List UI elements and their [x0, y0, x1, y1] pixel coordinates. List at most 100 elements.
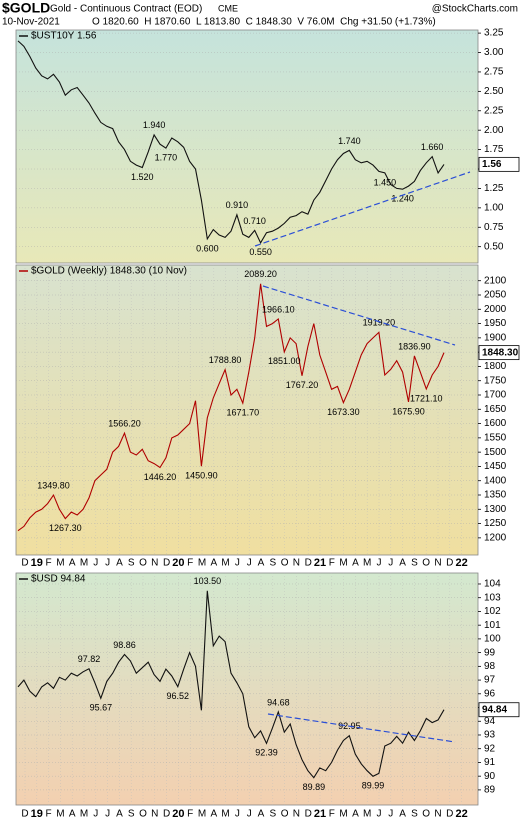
y-tick-label: 89: [484, 785, 496, 796]
exchange: CME: [218, 3, 238, 13]
x-tick-label: J: [388, 809, 393, 820]
last-value: 1.56: [482, 159, 502, 170]
x-tick-label: S: [269, 809, 276, 820]
annotation: 1.740: [338, 136, 361, 146]
annotation: 1.240: [391, 194, 414, 204]
panel-title: $UST10Y 1.56: [31, 31, 97, 42]
x-tick-label: N: [434, 558, 441, 569]
annotation: 89.99: [362, 781, 385, 791]
x-tick-label: S: [128, 809, 135, 820]
annotation: 1675.90: [392, 406, 425, 416]
x-tick-label: A: [210, 558, 217, 569]
price-line: [17, 283, 445, 532]
annotation: 94.68: [267, 697, 290, 707]
annotation: 2089.20: [244, 269, 277, 279]
x-tick-label: S: [411, 558, 418, 569]
x-tick-label: A: [352, 809, 359, 820]
x-tick-label: N: [151, 558, 158, 569]
y-tick-label: 1450: [484, 461, 507, 472]
x-tick-label: O: [422, 809, 430, 820]
x-tick-label: A: [69, 809, 76, 820]
annotation: 89.89: [303, 782, 326, 792]
y-tick-label: 100: [484, 634, 501, 645]
x-tick-label: A: [210, 809, 217, 820]
y-tick-label: 90: [484, 771, 496, 782]
x-tick-label: A: [352, 558, 359, 569]
y-tick-label: 93: [484, 730, 496, 741]
y-tick-label: 97: [484, 675, 496, 686]
x-tick-label: J: [247, 558, 252, 569]
y-tick-label: 1900: [484, 332, 507, 343]
x-tick-label: D: [446, 558, 453, 569]
x-tick-label: M: [339, 558, 347, 569]
annotation: 1851.00: [268, 356, 301, 366]
annotation: 1767.20: [286, 380, 319, 390]
annotation: 1566.20: [108, 419, 141, 429]
x-tick-label: F: [46, 809, 52, 820]
y-tick-label: 3.25: [484, 28, 504, 39]
y-tick-label: 2000: [484, 304, 507, 315]
x-tick-label: M: [221, 558, 229, 569]
y-tick-label: 2050: [484, 290, 507, 301]
x-tick-label: M: [56, 809, 64, 820]
x-tick-label: S: [269, 558, 276, 569]
x-tick-label: A: [116, 558, 123, 569]
y-tick-label: 1300: [484, 504, 507, 515]
date: 10-Nov-2021: [2, 17, 60, 28]
annotation: 1.770: [155, 152, 178, 162]
x-tick-label: D: [163, 558, 170, 569]
annotation: 1671.70: [227, 407, 260, 417]
x-tick-label: J: [105, 809, 110, 820]
x-tick-label: J: [93, 558, 98, 569]
last-value: 94.84: [482, 704, 507, 715]
y-tick-label: 96: [484, 688, 496, 699]
x-tick-label: O: [281, 809, 289, 820]
y-tick-label: 1600: [484, 418, 507, 429]
y-tick-label: 1750: [484, 375, 507, 386]
x-tick-label: F: [329, 809, 335, 820]
source: @StockCharts.com: [432, 4, 518, 15]
annotation: 0.600: [196, 243, 219, 253]
quote: O 1820.60 H 1870.60 L 1813.80 C 1848.30 …: [92, 17, 436, 28]
trendline: [267, 713, 456, 743]
x-tick-label: F: [187, 558, 193, 569]
x-tick-label: A: [69, 558, 76, 569]
annotation: 1349.80: [37, 480, 70, 490]
annotation: 1.450: [374, 177, 397, 187]
x-tick-label: F: [46, 558, 52, 569]
x-tick-label: J: [247, 809, 252, 820]
y-tick-label: 3.00: [484, 47, 504, 58]
x-tick-label: M: [80, 558, 88, 569]
annotation: 1721.10: [410, 393, 443, 403]
y-tick-label: 1500: [484, 447, 507, 458]
y-tick-label: 1650: [484, 404, 507, 415]
y-tick-label: 92: [484, 743, 496, 754]
annotation: 0.910: [226, 200, 249, 210]
panel-title: $GOLD (Weekly) 1848.30 (10 Nov): [31, 266, 187, 277]
x-tick-label: J: [377, 558, 382, 569]
x-tick-label: O: [281, 558, 289, 569]
last-value-box: [478, 156, 520, 172]
annotation: 92.39: [255, 748, 278, 758]
panel-background: [15, 29, 479, 264]
instrument-name: Gold - Continuous Contract (EOD): [50, 4, 202, 15]
x-tick-label: M: [363, 809, 371, 820]
x-tick-label: F: [329, 558, 335, 569]
y-tick-label: 91: [484, 757, 496, 768]
x-tick-label: D: [446, 809, 453, 820]
x-tick-label: J: [388, 558, 393, 569]
annotation: 1966.10: [262, 304, 295, 314]
x-tick-label: A: [258, 558, 265, 569]
x-tick-label: S: [411, 809, 418, 820]
annotation: 1919.20: [363, 318, 396, 328]
annotation: 1267.30: [49, 523, 82, 533]
annotation: 95.67: [90, 703, 113, 713]
x-tick-label: 21: [314, 557, 326, 569]
x-tick-label: M: [80, 809, 88, 820]
x-tick-label: D: [21, 558, 28, 569]
y-tick-label: 2.50: [484, 86, 504, 97]
y-tick-label: 99: [484, 647, 496, 658]
x-tick-label: M: [198, 809, 206, 820]
x-tick-label: J: [93, 809, 98, 820]
